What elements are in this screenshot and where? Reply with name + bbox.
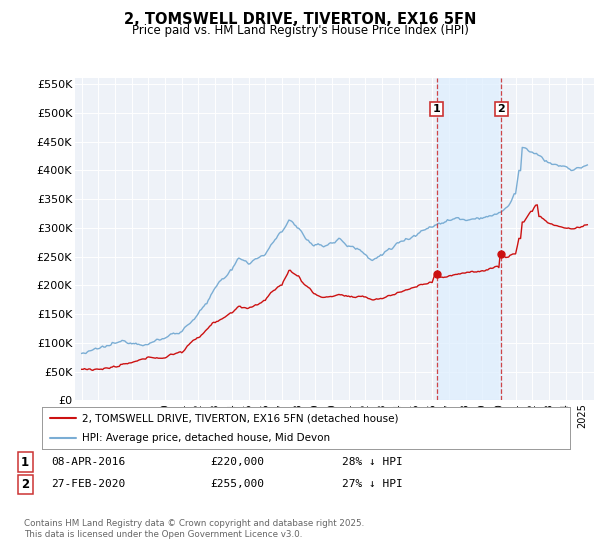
Text: 28% ↓ HPI: 28% ↓ HPI xyxy=(342,457,403,467)
Text: HPI: Average price, detached house, Mid Devon: HPI: Average price, detached house, Mid … xyxy=(82,433,330,443)
Text: 2: 2 xyxy=(497,104,505,114)
Text: 2: 2 xyxy=(21,478,29,491)
Text: £255,000: £255,000 xyxy=(210,479,264,489)
Text: 1: 1 xyxy=(433,104,440,114)
Text: 1: 1 xyxy=(21,455,29,469)
Text: Price paid vs. HM Land Registry's House Price Index (HPI): Price paid vs. HM Land Registry's House … xyxy=(131,24,469,37)
Text: 2, TOMSWELL DRIVE, TIVERTON, EX16 5FN (detached house): 2, TOMSWELL DRIVE, TIVERTON, EX16 5FN (d… xyxy=(82,413,398,423)
Text: £220,000: £220,000 xyxy=(210,457,264,467)
Text: 08-APR-2016: 08-APR-2016 xyxy=(51,457,125,467)
Text: 27% ↓ HPI: 27% ↓ HPI xyxy=(342,479,403,489)
Bar xyxy=(437,78,502,400)
Text: Contains HM Land Registry data © Crown copyright and database right 2025.
This d: Contains HM Land Registry data © Crown c… xyxy=(24,520,364,539)
Text: 27-FEB-2020: 27-FEB-2020 xyxy=(51,479,125,489)
Text: 2, TOMSWELL DRIVE, TIVERTON, EX16 5FN: 2, TOMSWELL DRIVE, TIVERTON, EX16 5FN xyxy=(124,12,476,27)
